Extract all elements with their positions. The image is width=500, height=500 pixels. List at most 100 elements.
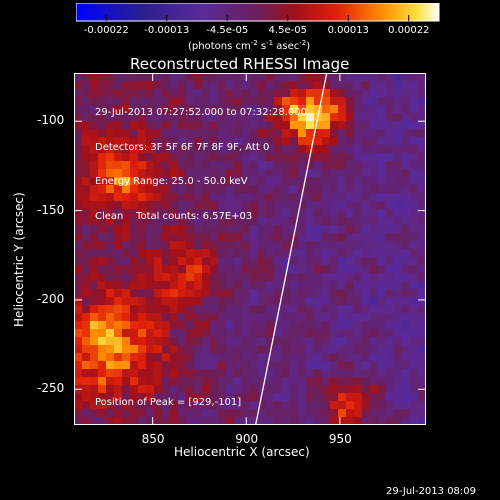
heatmap-cell [410, 273, 419, 282]
heatmap-cell [82, 89, 91, 98]
heatmap-cell [338, 193, 347, 202]
heatmap-cell [290, 177, 299, 186]
heatmap-cell [194, 153, 203, 162]
heatmap-cell [194, 193, 203, 202]
heatmap-cell [170, 289, 179, 298]
heatmap-cell [146, 113, 155, 122]
heatmap-cell [298, 281, 307, 290]
heatmap-cell [90, 321, 99, 330]
heatmap-cell [338, 105, 347, 114]
heatmap-cell [210, 369, 219, 378]
heatmap-cell [234, 161, 243, 170]
heatmap-cell [234, 185, 243, 194]
heatmap-cell [402, 129, 411, 138]
heatmap-cell [258, 337, 267, 346]
heatmap-cell [138, 201, 147, 210]
heatmap-cell [74, 169, 83, 178]
heatmap-cell [354, 305, 363, 314]
heatmap-cell [202, 89, 211, 98]
heatmap-cell [170, 297, 179, 306]
heatmap-cell [386, 273, 395, 282]
heatmap-cell [178, 121, 187, 130]
heatmap-cell [106, 345, 115, 354]
heatmap-cell [370, 209, 379, 218]
heatmap-cell [378, 81, 387, 90]
heatmap-cell [322, 281, 331, 290]
heatmap-cell [114, 265, 123, 274]
heatmap-cell [138, 377, 147, 386]
heatmap-cell [346, 313, 355, 322]
heatmap-cell [146, 129, 155, 138]
heatmap-cell [266, 185, 275, 194]
heatmap-cell [266, 225, 275, 234]
heatmap-cell [210, 145, 219, 154]
heatmap-cell [186, 345, 195, 354]
heatmap-cell [210, 265, 219, 274]
heatmap-cell [274, 385, 283, 394]
heatmap-cell [218, 209, 227, 218]
heatmap-cell [362, 177, 371, 186]
heatmap-cell [314, 369, 323, 378]
heatmap-cell [114, 409, 123, 418]
heatmap-cell [154, 241, 163, 250]
heatmap-cell [370, 353, 379, 362]
heatmap-cell [386, 81, 395, 90]
heatmap-cell [98, 153, 107, 162]
heatmap-cell [74, 337, 83, 346]
heatmap-cell [370, 377, 379, 386]
heatmap-cell [330, 353, 339, 362]
heatmap-cell [210, 241, 219, 250]
heatmap-cell [130, 153, 139, 162]
heatmap-cell [186, 193, 195, 202]
heatmap-cell [250, 81, 259, 90]
heatmap-cell [386, 305, 395, 314]
heatmap-cell [106, 385, 115, 394]
heatmap-cell [210, 337, 219, 346]
heatmap-cell [418, 113, 426, 122]
heatmap-cell [418, 289, 426, 298]
heatmap-cell [202, 129, 211, 138]
heatmap-cell [218, 233, 227, 242]
heatmap-cell [170, 377, 179, 386]
heatmap-cell [290, 369, 299, 378]
heatmap-cell [354, 249, 363, 258]
heatmap-cell [314, 209, 323, 218]
heatmap-cell [82, 345, 91, 354]
heatmap-cell [290, 289, 299, 298]
heatmap-cell [418, 97, 426, 106]
heatmap-cell [226, 105, 235, 114]
heatmap-cell [290, 305, 299, 314]
heatmap-cell [218, 273, 227, 282]
heatmap-cell [162, 257, 171, 266]
heatmap-cell [250, 121, 259, 130]
heatmap-cell [178, 313, 187, 322]
heatmap-cell [98, 401, 107, 410]
heatmap-cell [170, 129, 179, 138]
heatmap-cell [266, 361, 275, 370]
heatmap-cell [146, 73, 155, 82]
heatmap-cell [314, 73, 323, 82]
heatmap-cell [394, 177, 403, 186]
heatmap-cell [226, 161, 235, 170]
heatmap-cell [122, 401, 131, 410]
heatmap-cell [306, 329, 315, 338]
heatmap-cell [290, 281, 299, 290]
heatmap-cell [242, 185, 251, 194]
heatmap-cell [226, 417, 235, 425]
heatmap-cell [178, 193, 187, 202]
heatmap-cell [202, 409, 211, 418]
heatmap-cell [266, 313, 275, 322]
heatmap-cell [122, 177, 131, 186]
heatmap-cell [330, 249, 339, 258]
heatmap-cell [258, 401, 267, 410]
heatmap-cell [370, 345, 379, 354]
heatmap-cell [106, 153, 115, 162]
heatmap-cell [138, 273, 147, 282]
heatmap-cell [402, 361, 411, 370]
heatmap-cell [410, 217, 419, 226]
heatmap-cell [242, 289, 251, 298]
heatmap-cell [418, 81, 426, 90]
heatmap-cell [106, 257, 115, 266]
heatmap-cell [114, 81, 123, 90]
heatmap-cell [322, 185, 331, 194]
